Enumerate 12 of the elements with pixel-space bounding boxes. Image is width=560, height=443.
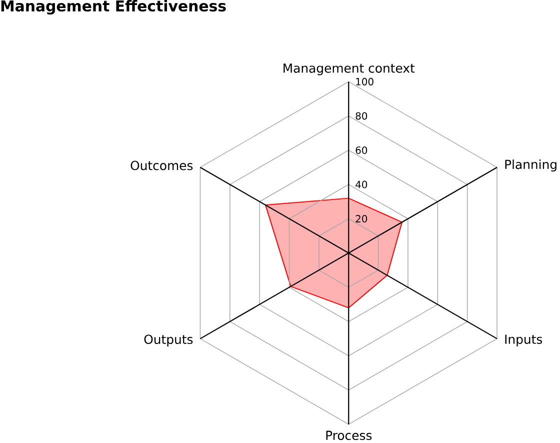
spoke-label: Outcomes (130, 161, 193, 170)
spoke-label: Planning (505, 160, 556, 172)
spoke-label: Outputs (144, 334, 193, 347)
y-tick-label: 20 (356, 215, 368, 223)
spoke-label: Inputs (505, 334, 542, 347)
y-tick-label: 100 (356, 78, 374, 86)
y-tick-label: 40 (356, 180, 368, 188)
spoke-label: Management context (284, 64, 415, 76)
chart-title: Management Effectiveness (1, 0, 226, 15)
y-tick-label: 80 (356, 112, 368, 120)
y-tick-label: 60 (356, 146, 368, 154)
spoke-label: Process (326, 431, 372, 440)
